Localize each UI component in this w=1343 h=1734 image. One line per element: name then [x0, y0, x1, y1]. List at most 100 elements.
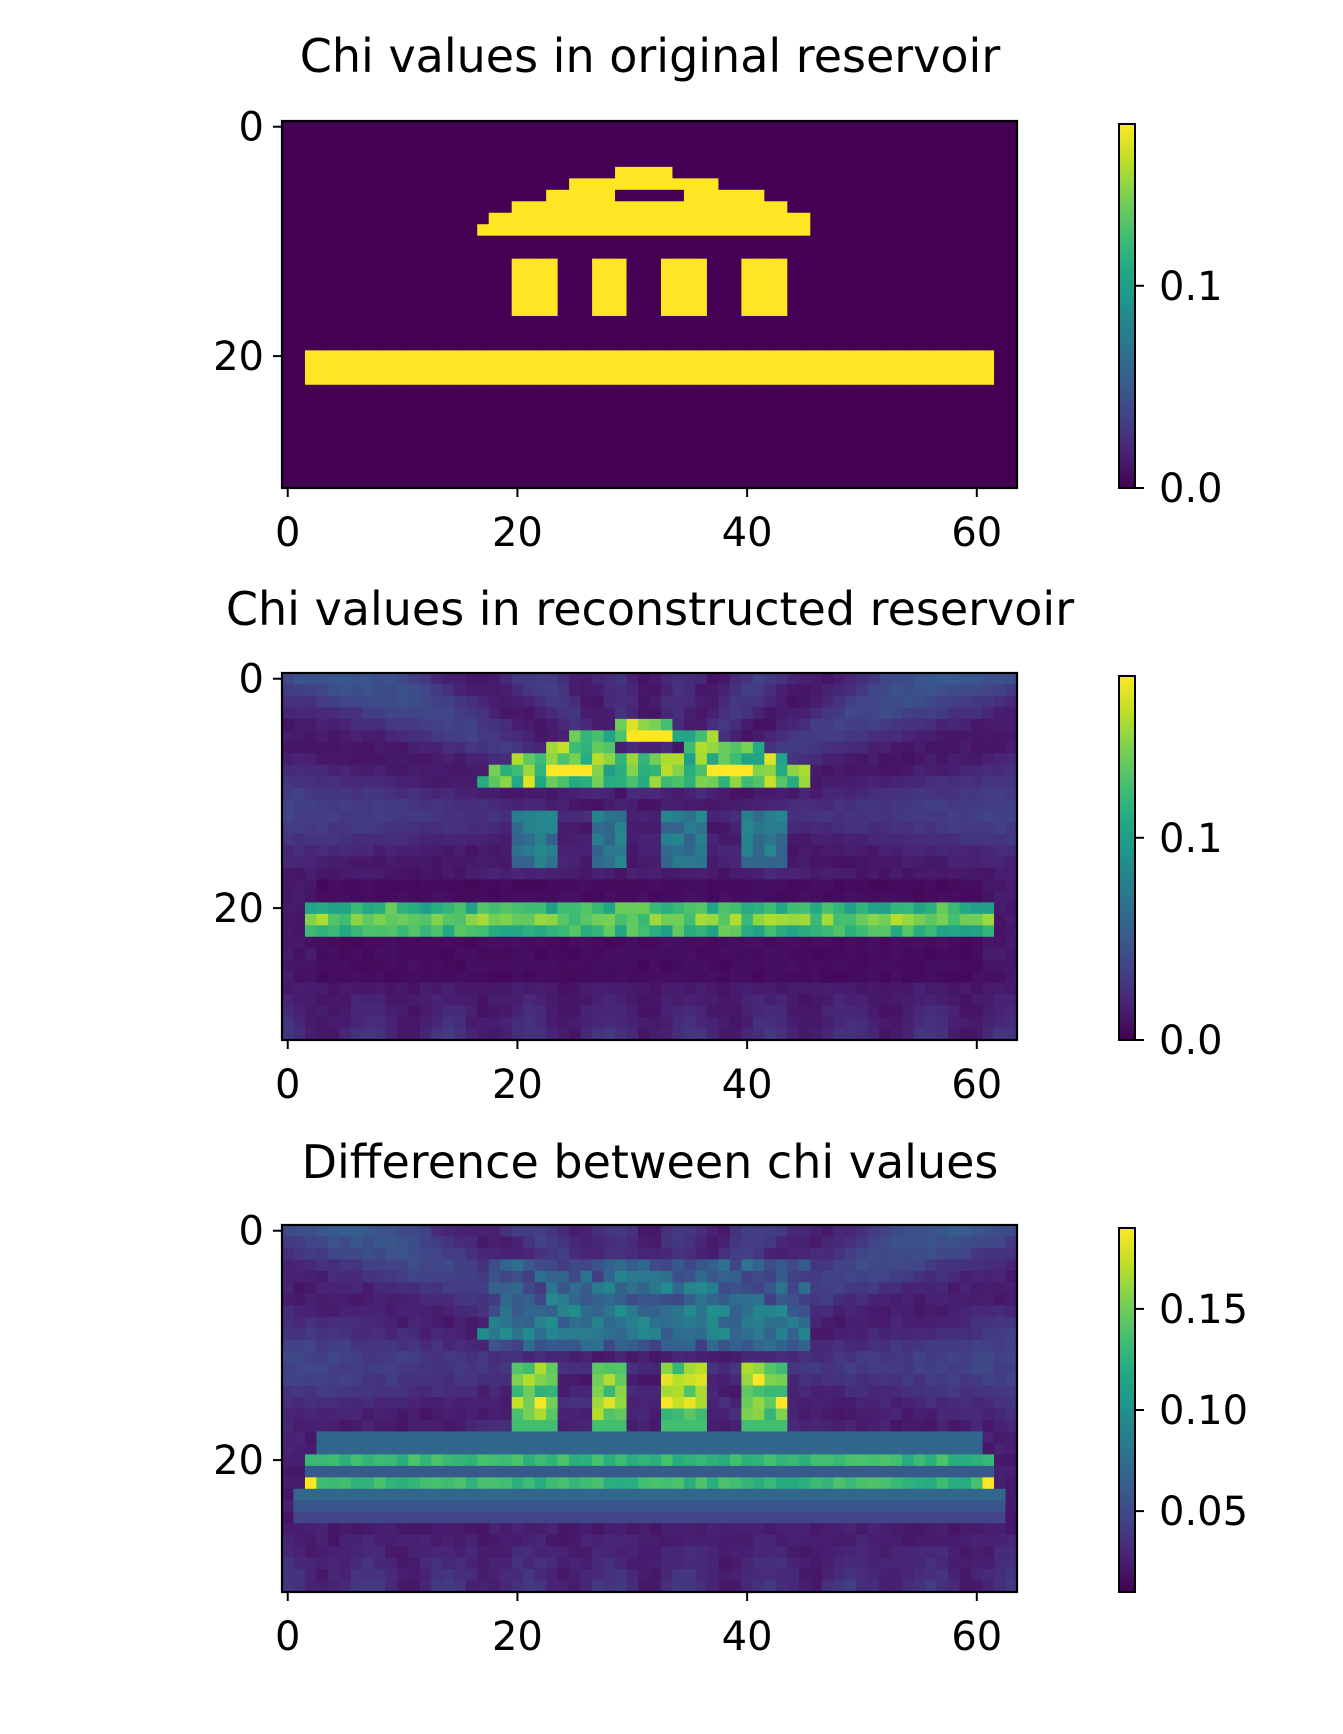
heatmap-cell: [442, 948, 455, 961]
heatmap-cell: [913, 155, 926, 168]
heatmap-cell: [419, 1270, 432, 1283]
heatmap-cell: [741, 1282, 754, 1295]
heatmap-cell: [419, 155, 432, 168]
heatmap-cell: [293, 304, 306, 317]
heatmap-cell: [534, 1259, 547, 1272]
heatmap-cell: [373, 430, 386, 443]
heatmap-cell: [798, 465, 811, 478]
heatmap-cell: [879, 684, 892, 697]
heatmap-cell: [396, 764, 409, 777]
heatmap-cell: [718, 1339, 731, 1352]
heatmap-cell: [592, 338, 605, 351]
heatmap-cell: [867, 707, 880, 720]
heatmap-cell: [293, 799, 306, 812]
heatmap-cell: [316, 684, 329, 697]
heatmap-cell: [523, 707, 536, 720]
heatmap-cell: [546, 1305, 559, 1318]
heatmap-cell: [982, 247, 995, 260]
heatmap-cell: [683, 959, 697, 972]
heatmap-cell: [362, 982, 375, 995]
heatmap-cell: [729, 270, 742, 283]
heatmap-cell: [603, 936, 616, 949]
heatmap-cell: [948, 787, 961, 800]
heatmap-cell: [706, 304, 719, 317]
heatmap-cell: [672, 948, 685, 961]
heatmap-cell: [569, 419, 582, 432]
heatmap-cell: [683, 155, 697, 168]
heatmap-cell: [798, 361, 811, 374]
heatmap-cell: [592, 971, 605, 984]
heatmap-cell: [465, 994, 478, 1007]
heatmap-cell: [385, 1236, 398, 1249]
heatmap-cell: [787, 822, 800, 835]
heatmap-cell: [511, 856, 524, 869]
heatmap-cell: [683, 879, 697, 892]
heatmap-cell: [775, 936, 788, 949]
heatmap-cell: [580, 890, 593, 903]
heatmap-cell: [660, 833, 674, 846]
heatmap-cell: [706, 212, 719, 225]
heatmap-cell: [488, 936, 501, 949]
heatmap-cell: [890, 247, 903, 260]
heatmap-cell: [327, 189, 341, 202]
heatmap-cell: [971, 867, 984, 881]
heatmap-cell: [638, 994, 651, 1007]
heatmap-cell: [821, 1236, 834, 1249]
heatmap-cell: [902, 799, 915, 812]
heatmap-cell: [833, 1351, 846, 1364]
heatmap-cell: [718, 730, 731, 743]
heatmap-cell: [890, 132, 903, 145]
heatmap-cell: [856, 304, 869, 317]
heatmap-cell: [948, 419, 961, 432]
heatmap-cell: [683, 1351, 697, 1364]
heatmap-cell: [1005, 465, 1018, 478]
heatmap-cell: [867, 132, 880, 145]
heatmap-cell: [925, 673, 938, 686]
heatmap-cell: [500, 1316, 513, 1329]
heatmap-cell: [879, 384, 892, 397]
heatmap-cell: [683, 902, 697, 915]
heatmap-cell: [959, 787, 972, 800]
heatmap-cell: [511, 178, 524, 191]
heatmap-cell: [511, 373, 524, 386]
heatmap-cell: [557, 121, 570, 134]
heatmap-cell: [557, 845, 570, 858]
heatmap-cell: [511, 396, 524, 409]
heatmap-cell: [534, 1225, 547, 1238]
heatmap-cell: [523, 776, 536, 789]
heatmap-cell: [752, 1236, 765, 1249]
heatmap-cell: [454, 442, 467, 455]
heatmap-cell: [339, 741, 352, 754]
heatmap-cell: [523, 994, 536, 1007]
heatmap-cell: [569, 201, 582, 214]
heatmap-cell: [775, 902, 788, 915]
heatmap-cell: [971, 189, 984, 202]
heatmap-cell: [488, 270, 501, 283]
heatmap-cell: [638, 1339, 651, 1352]
heatmap-cell: [948, 707, 961, 720]
heatmap-cell: [477, 1005, 490, 1018]
heatmap-cell: [959, 315, 972, 329]
heatmap-cell: [718, 822, 731, 835]
heatmap-cell: [890, 1362, 903, 1375]
heatmap-cell: [546, 132, 559, 145]
heatmap-cell: [282, 936, 295, 949]
heatmap-cell: [948, 1293, 961, 1306]
heatmap-cell: [465, 925, 478, 938]
heatmap-cell: [706, 201, 719, 214]
heatmap-cell: [936, 235, 949, 248]
heatmap-cell: [775, 442, 788, 455]
heatmap-cell: [913, 971, 926, 984]
heatmap-cell: [683, 189, 697, 202]
heatmap-cell: [442, 673, 455, 686]
heatmap-cell: [867, 270, 880, 283]
heatmap-cell: [971, 361, 984, 374]
heatmap-cell: [833, 178, 846, 191]
heatmap-cell: [706, 1236, 719, 1249]
heatmap-cell: [408, 764, 421, 777]
heatmap-cell: [695, 913, 708, 926]
heatmap-cell: [580, 224, 593, 237]
heatmap-cell: [787, 1028, 800, 1041]
heatmap-cell: [638, 224, 651, 237]
heatmap-cell: [798, 132, 811, 145]
